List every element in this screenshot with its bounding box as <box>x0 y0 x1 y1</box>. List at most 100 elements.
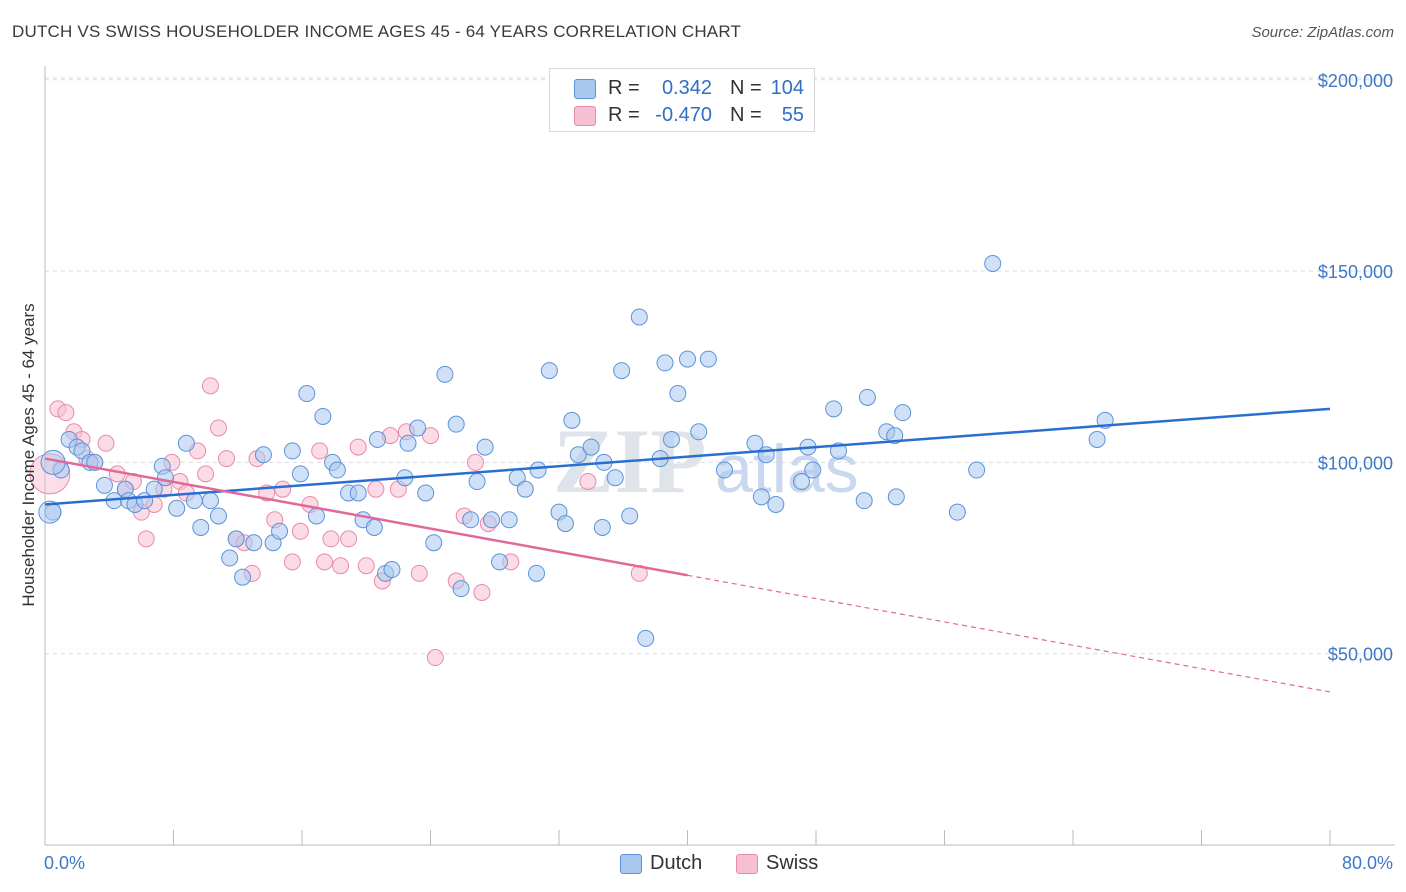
swiss-swatch <box>736 854 758 874</box>
swiss-point <box>218 450 236 468</box>
dutch-point <box>409 419 427 437</box>
dutch-point <box>452 580 470 598</box>
legend-r-value: -0.470 <box>655 104 712 126</box>
swiss-point <box>291 522 309 540</box>
legend-r-label: R = <box>608 77 640 99</box>
dutch-point <box>894 404 912 422</box>
dutch-series <box>38 254 1114 647</box>
x-tick-label: 0.0% <box>44 853 85 873</box>
dutch-point <box>436 365 454 383</box>
dutch-point <box>168 499 186 517</box>
legend-row-dutch: R = 0.342 N = 104 <box>550 75 814 101</box>
dutch-point <box>185 492 203 510</box>
dutch-point <box>192 518 210 536</box>
legend-r-label: R = <box>608 104 640 126</box>
dutch-point <box>491 553 509 571</box>
dutch-point <box>621 507 639 525</box>
dutch-point <box>793 473 811 491</box>
swiss-swatch <box>574 106 596 126</box>
legend-n-label: N = <box>730 104 762 126</box>
swiss-point <box>410 564 428 582</box>
y-tick-label: $150,000 <box>1318 262 1393 282</box>
dutch-point <box>767 495 785 513</box>
dutch-point <box>365 518 383 536</box>
dutch-point <box>500 511 518 529</box>
dutch-swatch <box>574 79 596 99</box>
dutch-point <box>298 385 316 403</box>
swiss-point <box>274 480 292 498</box>
swiss-point <box>332 557 350 575</box>
swiss-point <box>283 553 301 571</box>
dutch-point <box>95 476 113 494</box>
dutch-point <box>234 568 252 586</box>
trend-lines <box>44 407 1331 693</box>
dutch-point <box>328 461 346 479</box>
dutch-point <box>368 430 386 448</box>
swiss-trend-line-projection <box>687 574 1331 693</box>
stats-legend: R = 0.342 N = 104 R = -0.470 N = 55 <box>549 68 815 132</box>
y-tick-label: $200,000 <box>1318 71 1393 91</box>
swiss-point <box>197 465 215 483</box>
dutch-point <box>825 400 843 418</box>
dutch-point <box>804 461 822 479</box>
dutch-point <box>399 434 417 452</box>
swiss-point <box>367 480 385 498</box>
dutch-point <box>468 473 486 491</box>
dutch-point <box>679 350 696 368</box>
dutch-point <box>556 515 574 533</box>
dutch-point <box>254 446 272 464</box>
swiss-point <box>97 434 115 452</box>
dutch-point <box>314 407 332 425</box>
dutch-point <box>476 438 494 456</box>
source-credit: Source: ZipAtlas.com <box>1251 24 1394 41</box>
dutch-point <box>569 446 587 464</box>
dutch-point <box>209 507 227 525</box>
dutch-point <box>227 530 245 548</box>
y-tick-label: $100,000 <box>1318 453 1393 473</box>
dutch-point <box>563 411 581 429</box>
legend-n-value: 55 <box>781 104 804 126</box>
dutch-point <box>349 484 367 502</box>
dutch-point <box>984 254 1002 272</box>
dutch-point <box>1088 430 1106 448</box>
dutch-trend-line <box>44 407 1331 506</box>
dutch-point <box>177 434 195 452</box>
dutch-point <box>715 461 733 479</box>
dutch-point <box>528 564 546 582</box>
legend-label-swiss: Swiss <box>766 852 819 874</box>
swiss-point <box>466 453 484 471</box>
dutch-point <box>690 423 708 441</box>
swiss-point <box>137 530 155 548</box>
dutch-point <box>529 461 547 479</box>
swiss-point <box>315 553 333 571</box>
dutch-point <box>383 561 401 579</box>
legend-n-value: 104 <box>770 77 804 99</box>
dutch-point <box>447 415 465 433</box>
swiss-point <box>322 530 340 548</box>
dutch-point <box>968 461 986 479</box>
legend-r-value: 0.342 <box>661 77 712 99</box>
swiss-point <box>209 419 227 437</box>
swiss-point <box>579 473 597 491</box>
dutch-point <box>245 534 263 552</box>
swiss-point <box>422 427 439 445</box>
dutch-point <box>540 362 558 380</box>
series-legend: Dutch Swiss <box>0 852 1406 878</box>
dutch-point <box>462 511 480 529</box>
dutch-point <box>630 308 648 326</box>
dutch-point <box>855 492 873 510</box>
dutch-swatch <box>620 854 642 874</box>
dutch-point <box>283 442 301 460</box>
dutch-point <box>752 488 770 506</box>
dutch-point <box>669 385 687 403</box>
dutch-point <box>662 430 680 448</box>
swiss-point <box>357 557 375 575</box>
dutch-point <box>593 518 611 536</box>
dutch-point <box>307 507 325 525</box>
dutch-point <box>887 488 905 506</box>
y-tick-label: $50,000 <box>1328 645 1393 665</box>
tick-labels: $50,000 $100,000 $150,000 $200,000 0.0% 80.0%… <box>19 71 1393 873</box>
dutch-point <box>948 503 966 521</box>
x-tick-label: 80.0% <box>1342 853 1393 873</box>
